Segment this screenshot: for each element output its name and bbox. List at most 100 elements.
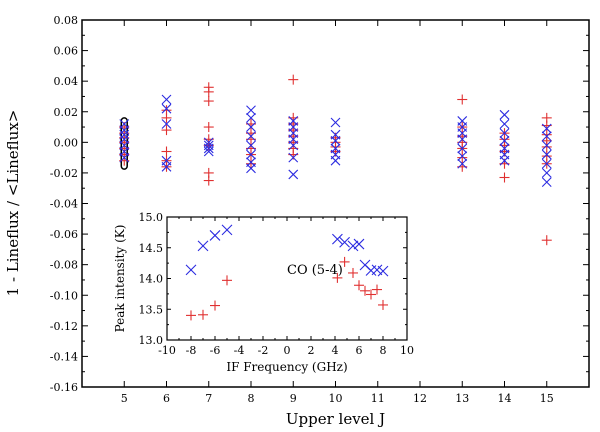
blue-cross-marker bbox=[246, 131, 256, 142]
blue-cross-marker bbox=[161, 103, 172, 114]
red-plus-marker bbox=[246, 158, 256, 169]
blue-cross-marker bbox=[541, 168, 552, 178]
blue-cross-marker bbox=[288, 152, 299, 163]
blue-cross-marker bbox=[209, 230, 221, 241]
red-plus-marker bbox=[499, 172, 510, 183]
blue-cross-marker bbox=[161, 94, 172, 105]
inset-x-tick-label: 8 bbox=[380, 344, 387, 357]
blue-cross-marker bbox=[499, 109, 510, 120]
red-plus-marker bbox=[203, 175, 214, 186]
inset-x-tick-label: -2 bbox=[258, 344, 269, 357]
blue-cross-marker bbox=[499, 128, 510, 139]
red-plus-marker bbox=[198, 309, 208, 320]
main-data-points bbox=[119, 74, 552, 246]
main-y-tick-label: -0.10 bbox=[50, 289, 78, 302]
main-y-tick-label: 0.08 bbox=[54, 14, 79, 27]
main-y-tick-label: 0.02 bbox=[54, 106, 79, 119]
red-plus-marker bbox=[541, 235, 552, 246]
red-plus-marker bbox=[360, 285, 370, 296]
main-y-tick-label: -0.16 bbox=[50, 381, 78, 394]
red-plus-marker bbox=[203, 86, 214, 97]
blue-cross-marker bbox=[288, 169, 299, 180]
blue-cross-marker bbox=[541, 177, 552, 187]
main-x-ticks: 5 6 7 8 9 10 11 12 13 14 15 bbox=[121, 20, 554, 405]
red-plus-marker bbox=[288, 74, 299, 85]
blue-cross-marker bbox=[246, 105, 256, 116]
inset-x-tick-label: 6 bbox=[356, 344, 363, 357]
blue-cross-marker bbox=[499, 119, 510, 129]
main-y-axis-label: 1 - Lineflux / <Lineflux> bbox=[4, 110, 22, 297]
inset-x-tick-label: 2 bbox=[308, 344, 315, 357]
blue-cross-marker bbox=[457, 158, 468, 169]
inset-y-tick-label: 15.0 bbox=[139, 211, 164, 224]
blue-cross-marker bbox=[541, 149, 552, 160]
inset-x-tick-label: -8 bbox=[186, 344, 197, 357]
main-y-tick-label: -0.08 bbox=[50, 259, 78, 272]
inset-y-ticks: 13.0 13.5 14.0 14.5 15.0 bbox=[139, 211, 407, 347]
main-x-tick-label: 6 bbox=[163, 392, 170, 405]
blue-cross-marker bbox=[246, 122, 256, 132]
main-x-tick-label: 15 bbox=[540, 392, 554, 405]
blue-cross-marker bbox=[541, 123, 552, 134]
main-x-tick-label: 13 bbox=[455, 392, 469, 405]
blue-cross-marker bbox=[541, 158, 552, 169]
inset-background bbox=[167, 217, 407, 340]
blue-cross-marker bbox=[499, 155, 510, 166]
blue-cross-marker bbox=[161, 161, 172, 172]
red-plus-marker bbox=[332, 272, 343, 283]
blue-cross-marker bbox=[161, 119, 172, 129]
blue-cross-marker bbox=[541, 131, 552, 142]
red-plus-marker bbox=[210, 300, 220, 311]
main-x-tick-label: 14 bbox=[498, 392, 512, 405]
red-plus-marker bbox=[354, 280, 364, 291]
blue-cross-marker bbox=[203, 143, 214, 154]
inset-x-tick-label: -10 bbox=[158, 344, 176, 357]
red-plus-marker bbox=[541, 141, 552, 152]
red-plus-marker bbox=[203, 96, 214, 107]
red-plus-marker bbox=[348, 267, 358, 278]
blue-cross-marker bbox=[499, 135, 510, 146]
blue-cross-marker bbox=[377, 265, 389, 277]
inset-chart: -10 -8 -6 -4 -2 0 2 4 6 8 10 13.013.514.014.515.0 … bbox=[113, 211, 414, 374]
inset-x-tick-label: 4 bbox=[332, 344, 339, 357]
inset-data-points bbox=[185, 224, 389, 321]
inset-y-tick-label: 13.0 bbox=[139, 334, 164, 347]
red-plus-marker bbox=[186, 310, 196, 321]
main-y-ticks: 0.08 0.06 0.04 0.02 0.00 -0.02 -0.04 -0.06 -0.08… bbox=[50, 14, 589, 394]
red-plus-marker bbox=[372, 284, 382, 295]
blue-cross-marker bbox=[246, 163, 256, 174]
inset-y-tick-label: 14.5 bbox=[139, 242, 164, 255]
inset-x-tick-label: 10 bbox=[400, 344, 414, 357]
inset-x-tick-label: 0 bbox=[284, 344, 291, 357]
blue-cross-marker bbox=[246, 112, 256, 123]
highlight-box-group bbox=[120, 117, 128, 170]
red-plus-marker bbox=[378, 299, 388, 310]
red-plus-marker bbox=[161, 112, 172, 123]
red-plus-marker bbox=[339, 256, 350, 267]
blue-cross-marker bbox=[119, 129, 130, 140]
red-plus-marker bbox=[457, 152, 468, 163]
red-plus-marker bbox=[457, 94, 468, 105]
red-plus-marker bbox=[222, 275, 232, 286]
blue-cross-marker bbox=[185, 264, 197, 276]
blue-cross-marker bbox=[332, 233, 343, 245]
red-plus-marker bbox=[161, 125, 172, 136]
blue-cross-marker bbox=[353, 238, 365, 250]
blue-cross-marker bbox=[330, 117, 341, 128]
blue-cross-marker bbox=[330, 135, 341, 146]
main-y-tick-label: -0.14 bbox=[50, 350, 78, 363]
blue-cross-marker bbox=[221, 224, 233, 236]
red-plus-marker bbox=[203, 122, 214, 133]
main-x-tick-label: 9 bbox=[290, 392, 297, 405]
blue-cross-marker bbox=[330, 155, 341, 166]
inset-x-ticks: -10 -8 -6 -4 -2 0 2 4 6 8 10 bbox=[158, 217, 414, 357]
inset-x-tick-label: -4 bbox=[234, 344, 245, 357]
blue-cross-marker bbox=[457, 143, 468, 154]
main-x-tick-label: 10 bbox=[329, 392, 343, 405]
blue-cross-marker bbox=[457, 134, 468, 145]
main-chart: 5 6 7 8 9 10 11 12 13 14 15 0.08 0.06 0.04 0.02 0.00 -0… bbox=[4, 14, 590, 428]
main-y-tick-label: -0.06 bbox=[50, 228, 78, 241]
blue-cross-marker bbox=[119, 152, 130, 163]
main-y-tick-label: 0.06 bbox=[54, 45, 79, 58]
